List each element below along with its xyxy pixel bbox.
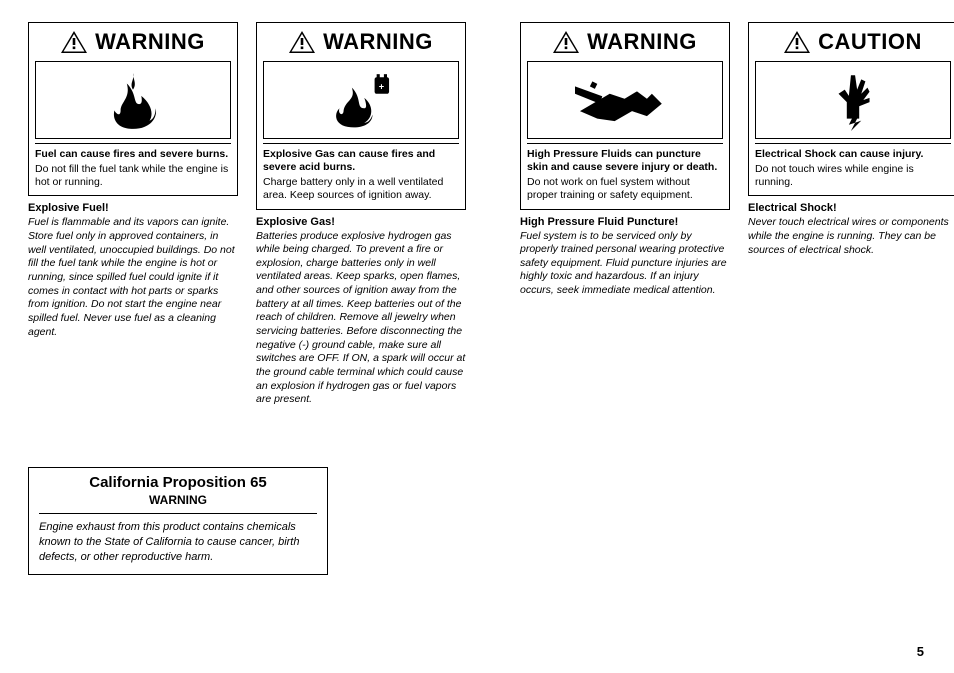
warning-title: CAUTION <box>818 29 922 55</box>
caution-box-shock: CAUTION Electrical Shock can cause injur… <box>748 22 954 196</box>
prop65-subtitle: WARNING <box>39 493 317 507</box>
warning-summary: Explosive Gas can cause fires and severe… <box>263 143 459 203</box>
alert-triangle-icon <box>61 31 87 53</box>
prop65-title: California Proposition 65 <box>39 474 317 491</box>
summary-bold: Fuel can cause fires and severe burns. <box>35 148 231 161</box>
prop65-box: California Proposition 65 WARNING Engine… <box>28 467 328 576</box>
page-number: 5 <box>917 644 924 659</box>
under-heading: High Pressure Fluid Puncture! <box>520 216 730 228</box>
summary-bold: Electrical Shock can cause injury. <box>755 148 951 161</box>
center-gutter <box>484 22 502 407</box>
summary-bold: High Pressure Fluids can puncture skin a… <box>527 148 723 174</box>
warning-title: WARNING <box>587 29 697 55</box>
warning-title: WARNING <box>323 29 433 55</box>
summary-text: Do not work on fuel system without prope… <box>527 176 693 201</box>
warning-summary: Fuel can cause fires and severe burns. D… <box>35 143 231 189</box>
under-body: Never touch electrical wires or componen… <box>748 216 954 257</box>
under-heading: Explosive Gas! <box>256 216 466 228</box>
warning-title: WARNING <box>95 29 205 55</box>
page: WARNING Fuel can cause fires and severe … <box>0 0 954 673</box>
under-heading: Explosive Fuel! <box>28 202 238 214</box>
under-body: Fuel system is to be serviced only by pr… <box>520 230 730 298</box>
under-body: Fuel is flammable and its vapors can ign… <box>28 216 238 339</box>
hazard-icon-frame <box>35 61 231 139</box>
under-body: Batteries produce explosive hydrogen gas… <box>256 230 466 407</box>
summary-text: Do not touch wires while engine is runni… <box>755 163 914 188</box>
hazard-icon-frame <box>755 61 951 139</box>
alert-triangle-icon <box>289 31 315 53</box>
prop65-header: California Proposition 65 WARNING <box>39 474 317 514</box>
summary-bold: Explosive Gas can cause fires and severe… <box>263 148 459 174</box>
warning-header: WARNING <box>35 29 231 55</box>
shock-hand-icon <box>822 69 884 131</box>
hazard-icon-frame: + <box>263 61 459 139</box>
warning-summary: Electrical Shock can cause injury. Do no… <box>755 143 951 189</box>
warning-col-1: WARNING Fuel can cause fires and severe … <box>28 22 238 407</box>
alert-triangle-icon <box>784 31 810 53</box>
warning-col-3: WARNING High Pressure Fluids can punctur… <box>520 22 730 407</box>
warning-columns: WARNING Fuel can cause fires and severe … <box>28 22 926 407</box>
warning-header: WARNING <box>527 29 723 55</box>
under-heading: Electrical Shock! <box>748 202 954 214</box>
warning-header: WARNING <box>263 29 459 55</box>
warning-box-fuel: WARNING Fuel can cause fires and severe … <box>28 22 238 196</box>
warning-col-4: CAUTION Electrical Shock can cause injur… <box>748 22 954 407</box>
explosion-battery-icon: + <box>325 69 397 131</box>
warning-box-gas: WARNING + Explosive Gas can cause fires … <box>256 22 466 210</box>
warning-col-2: WARNING + Explosive Gas can cause fires … <box>256 22 466 407</box>
warning-summary: High Pressure Fluids can puncture skin a… <box>527 143 723 203</box>
warning-box-pressure: WARNING High Pressure Fluids can punctur… <box>520 22 730 210</box>
summary-text: Do not fill the fuel tank while the engi… <box>35 163 228 188</box>
summary-text: Charge battery only in a well ventilated… <box>263 176 443 201</box>
alert-triangle-icon <box>553 31 579 53</box>
puncture-hand-icon <box>575 69 674 131</box>
prop65-body: Engine exhaust from this product contain… <box>39 520 317 565</box>
warning-header: CAUTION <box>755 29 951 55</box>
hazard-icon-frame <box>527 61 723 139</box>
fire-icon <box>102 69 164 131</box>
svg-text:+: + <box>379 82 385 92</box>
